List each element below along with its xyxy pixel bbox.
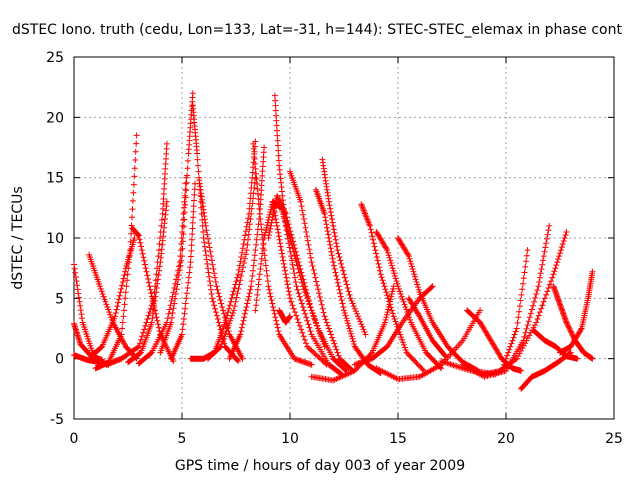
series-arc-24 [287, 168, 356, 374]
axis-ticks: 0 5 10 15 20 25 -5 0 5 10 15 20 25 [46, 50, 623, 447]
series-arc-37 [470, 229, 570, 378]
x-tick-label: 20 [497, 431, 515, 447]
series-markers [470, 229, 570, 378]
data-series [71, 90, 596, 392]
series-markers [86, 251, 140, 362]
series-markers [125, 198, 170, 366]
series-markers [103, 140, 170, 368]
series-arc-07 [129, 225, 177, 365]
series-arc-31 [308, 283, 397, 384]
series-arc-18 [250, 140, 315, 368]
series-arc-23 [276, 307, 293, 326]
series-arc-05 [88, 235, 138, 360]
y-tick-label: 25 [46, 50, 64, 66]
series-markers [189, 102, 242, 365]
y-axis-label: dSTEC / TECUs [10, 186, 26, 289]
series-arc-09 [125, 198, 170, 366]
series-arc-26 [319, 156, 369, 338]
series-arc-40 [550, 283, 596, 362]
series-arc-29 [395, 235, 481, 374]
series-markers [157, 90, 196, 356]
y-tick-label: -5 [50, 412, 64, 428]
series-markers [92, 132, 140, 372]
series-arc-16 [204, 174, 259, 362]
x-tick-label: 10 [281, 431, 299, 447]
series-markers [405, 295, 449, 360]
x-tick-label: 25 [605, 431, 623, 447]
series-markers [319, 156, 369, 338]
y-tick-label: 10 [46, 231, 64, 247]
series-markers [204, 174, 259, 362]
series-arc-33 [373, 307, 484, 383]
y-tick-label: 15 [46, 171, 64, 187]
series-arc-08 [103, 140, 170, 368]
series-arc-22 [265, 192, 328, 350]
series-markers [308, 283, 397, 384]
x-tick-label: 15 [389, 431, 407, 447]
series-arc-32 [351, 283, 436, 368]
series-markers [287, 168, 356, 374]
series-markers [129, 225, 177, 365]
series-arc-30 [405, 295, 449, 360]
x-axis-label: GPS time / hours of day 003 of year 2009 [175, 458, 465, 474]
series-markers [168, 180, 198, 362]
series-markers [550, 283, 596, 362]
y-tick-label: 20 [46, 110, 64, 126]
series-markers [250, 140, 315, 368]
chart-title: dSTEC Iono. truth (cedu, Lon=133, Lat=-3… [12, 22, 622, 38]
y-tick-label: 0 [55, 352, 64, 368]
x-tick-label: 5 [178, 431, 187, 447]
series-arc-11 [157, 90, 196, 356]
series-arc-06 [92, 132, 140, 372]
series-arc-13 [189, 102, 242, 365]
grid-lines [74, 57, 614, 419]
series-markers [373, 307, 484, 383]
series-markers [351, 283, 436, 368]
series-markers [88, 235, 138, 360]
x-tick-label: 0 [70, 431, 79, 447]
series-arc-41 [557, 268, 596, 356]
series-markers [265, 192, 328, 350]
series-markers [557, 268, 596, 356]
series-arc-12 [168, 180, 198, 362]
series-markers [276, 307, 293, 326]
series-markers [395, 235, 481, 374]
series-arc-04 [86, 251, 140, 362]
y-tick-label: 5 [55, 291, 64, 307]
